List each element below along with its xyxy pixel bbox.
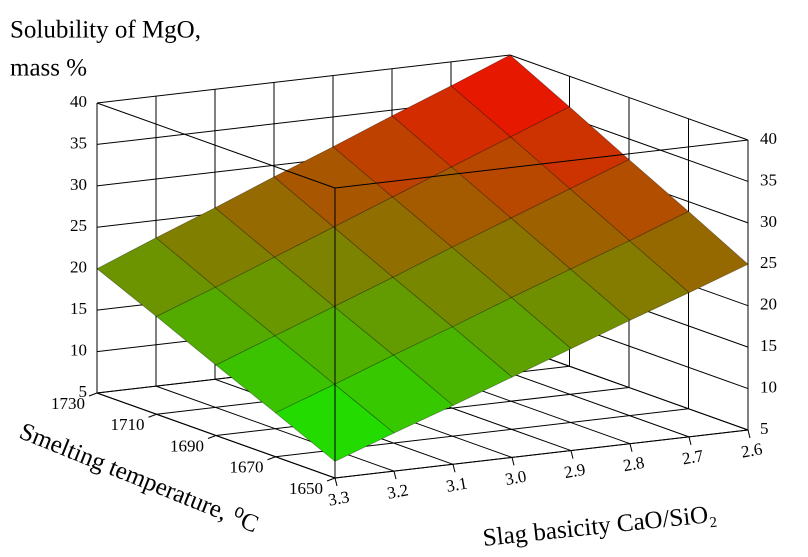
z-tick-label: 30 [70,175,87,194]
z-tick-label: 15 [760,336,777,355]
y-tick-label: 1730 [51,394,85,413]
y-axis-title: Smelting temperature, ⁰C [16,418,263,539]
y-tick-label: 1690 [170,436,204,455]
z-tick-label: 20 [760,295,777,314]
box-edge [334,429,749,479]
z-tick-label: 40 [760,129,777,148]
z-tick-label: 35 [70,133,87,152]
x-tick-label: 3.3 [327,487,351,509]
y-tick-label: 1650 [289,479,323,498]
z-tick-label: 5 [79,382,88,401]
tick-mark [747,429,751,439]
z-tick-label: 10 [760,377,777,396]
z-tick-label: 15 [70,299,87,318]
tick-mark [88,392,98,397]
z-tick-label: 5 [760,419,769,438]
x-tick-label: 3.1 [445,474,469,496]
y-tick-label: 1710 [111,415,145,434]
x-axis-title: Slag basicity CaO/SiO₂ [481,501,718,552]
x-tick-label: 3.2 [386,480,410,502]
z-tick-label: 40 [70,92,87,111]
y-tick-label: 1670 [230,458,264,477]
surface-patch [215,335,336,414]
tick-mark [148,413,157,418]
box-edge [334,139,749,189]
tick-mark [688,436,692,445]
tick-mark [326,477,336,482]
z-tick-label: 20 [70,258,87,277]
box-edge [96,392,336,479]
z-axis-title: mass % [10,55,87,82]
x-tick-label: 3.0 [504,467,528,489]
z-axis-title: Solubility of MgO, [10,17,201,44]
tick-mark [452,464,456,473]
box-edge [96,102,336,189]
tick-mark [207,435,217,439]
x-tick-label: 2.8 [622,453,646,475]
grid-line [96,54,511,104]
z-tick-label: 10 [70,340,87,359]
tick-mark [267,456,276,461]
x-tick-label: 2.6 [740,439,764,461]
tick-mark [511,457,515,466]
tick-mark [393,471,397,480]
z-tick-label: 25 [760,253,777,272]
z-tick-label: 35 [760,170,777,189]
x-tick-label: 2.9 [563,460,587,482]
tick-mark [629,443,633,452]
z-tick-label: 30 [760,212,777,231]
tick-mark [570,450,574,459]
z-tick-label: 25 [70,216,87,235]
tick-mark [334,477,338,487]
x-tick-label: 2.7 [681,446,706,468]
